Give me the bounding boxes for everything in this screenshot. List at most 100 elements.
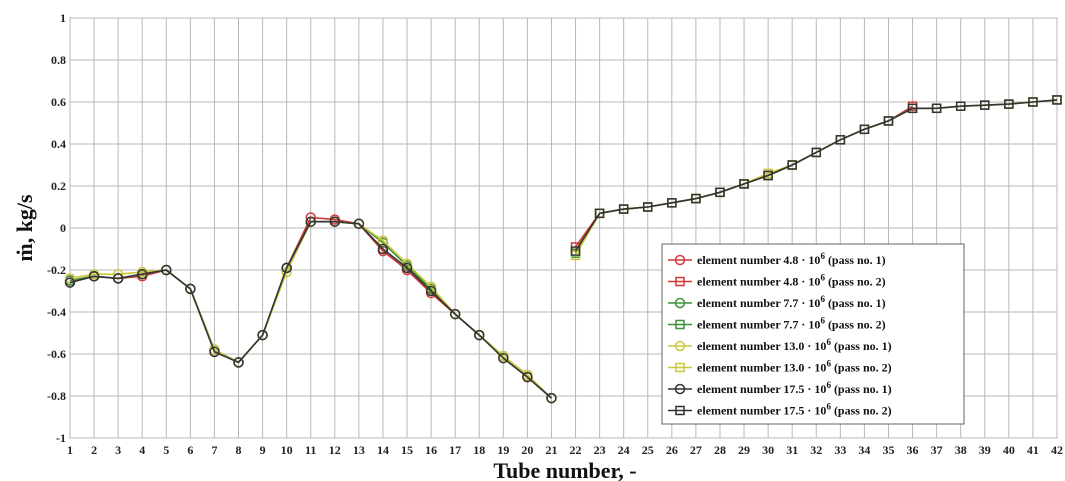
x-tick-label: 27	[690, 443, 702, 457]
data-point	[329, 216, 341, 227]
x-tick-label: 2	[91, 443, 97, 457]
legend: element number 4.8 · 106 (pass no. 1) ele…	[661, 243, 965, 425]
y-tick-label: 0.2	[51, 179, 66, 193]
data-point	[763, 170, 773, 181]
data-point	[449, 308, 461, 320]
legend-marker	[675, 362, 685, 373]
x-tick-label: 9	[260, 443, 266, 457]
x-tick-label: 32	[810, 443, 822, 457]
data-point	[112, 273, 124, 284]
data-point	[425, 285, 437, 297]
legend-item: element number 4.8 · 106 (pass no. 1)	[668, 251, 886, 267]
data-point	[257, 329, 268, 341]
x-tick-label: 11	[305, 443, 316, 457]
legend-marker	[674, 340, 686, 352]
data-point	[281, 262, 292, 274]
x-tick-label: 39	[979, 443, 991, 457]
y-tick-label: -0.6	[47, 347, 66, 361]
series-line	[69, 220, 552, 399]
x-tick-label: 34	[858, 443, 870, 457]
legend-item: element number 7.7 · 106 (pass no. 1)	[668, 294, 886, 310]
x-tick-label: 15	[401, 443, 413, 457]
data-point	[88, 271, 100, 282]
legend-marker	[674, 383, 686, 395]
data-point	[401, 262, 413, 274]
x-tick-label: 30	[762, 443, 774, 457]
x-tick-label: 16	[425, 443, 437, 457]
x-tick-label: 10	[281, 443, 293, 457]
legend-label: element number 13.0 · 106 (pass no. 2)	[697, 359, 892, 375]
y-tick-label: -0.2	[47, 263, 66, 277]
x-tick-label: 40	[1003, 443, 1015, 457]
data-point	[570, 246, 581, 256]
legend-label: element number 17.5 · 106 (pass no. 1)	[697, 380, 892, 396]
x-tick-label: 6	[187, 443, 193, 457]
x-tick-label: 33	[834, 443, 846, 457]
x-tick-label: 41	[1027, 443, 1039, 457]
legend-item: element number 4.8 · 106 (pass no. 2)	[668, 273, 886, 289]
data-point	[185, 283, 196, 295]
y-tick-labels: 1 0.8 0.6 0.4 0.2 0 -0.2 -0.4 -0.6 -0.8 -1	[47, 11, 66, 445]
data-point	[811, 147, 822, 158]
legend-marker	[675, 405, 685, 416]
x-tick-label: 23	[594, 443, 606, 457]
data-point	[907, 103, 918, 114]
data-point	[377, 243, 389, 255]
x-tick-label: 18	[473, 443, 485, 457]
legend-box	[661, 243, 965, 425]
legend-item: element number 17.5 · 106 (pass no. 1)	[668, 380, 892, 396]
x-tick-label: 5	[163, 443, 169, 457]
data-point	[209, 346, 220, 358]
x-axis-title: Tube number, -	[493, 458, 636, 481]
x-tick-label: 42	[1051, 443, 1063, 457]
data-point	[931, 103, 942, 114]
y-tick-label: -1	[56, 431, 66, 445]
legend-item: element number 17.5 · 106 (pass no. 2)	[668, 402, 892, 418]
x-tick-label: 35	[882, 443, 894, 457]
legend-item: element number 13.0 · 106 (pass no. 1)	[668, 337, 892, 353]
x-tick-label: 7	[211, 443, 217, 457]
x-tick-label: 38	[955, 443, 967, 457]
data-point	[161, 264, 172, 276]
x-tick-label: 24	[618, 443, 630, 457]
legend-label: element number 4.8 · 106 (pass no. 2)	[697, 273, 886, 289]
x-tick-label: 19	[497, 443, 509, 457]
data-point	[473, 329, 485, 341]
x-tick-label: 28	[714, 443, 726, 457]
data-point	[1004, 99, 1014, 109]
data-point	[522, 371, 533, 383]
data-point	[980, 100, 990, 110]
y-tick-label: 0.4	[51, 137, 66, 151]
data-point	[859, 124, 870, 135]
data-point	[546, 392, 557, 404]
data-point	[787, 160, 797, 170]
x-tick-label: 29	[738, 443, 750, 457]
x-tick-label: 21	[545, 443, 557, 457]
series-line	[574, 99, 1058, 252]
legend-item: element number 7.7 · 106 (pass no. 2)	[668, 316, 886, 332]
data-point	[1028, 97, 1038, 107]
legend-label: element number 7.7 · 106 (pass no. 1)	[697, 294, 886, 310]
legend-label: element number 13.0 · 106 (pass no. 1)	[697, 337, 892, 353]
legend-marker	[675, 276, 685, 287]
data-point	[643, 202, 653, 212]
data-point	[691, 193, 701, 204]
data-point	[618, 204, 629, 214]
x-tick-label: 1	[67, 443, 73, 457]
y-tick-label: 0.8	[51, 53, 66, 67]
legend-label: element number 7.7 · 106 (pass no. 2)	[697, 316, 886, 332]
x-tick-label: 20	[521, 443, 533, 457]
data-point	[1052, 95, 1062, 105]
series	[570, 95, 1062, 256]
series-layer	[64, 95, 1062, 404]
x-tick-label: 14	[377, 443, 389, 457]
x-tick-labels: 1 2 3 4 5 6 7 8 9 10 11 12 13 14 15 16 17 18 19 20 21 22 23 24 2…	[67, 443, 1063, 457]
y-tick-label: 0	[60, 221, 66, 235]
y-axis-title: ṁ, kg/s	[12, 194, 37, 262]
series	[64, 216, 557, 404]
data-point	[305, 216, 316, 227]
data-point	[498, 352, 509, 364]
data-point	[64, 277, 76, 288]
x-tick-label: 37	[931, 443, 943, 457]
x-tick-label: 4	[139, 443, 145, 457]
